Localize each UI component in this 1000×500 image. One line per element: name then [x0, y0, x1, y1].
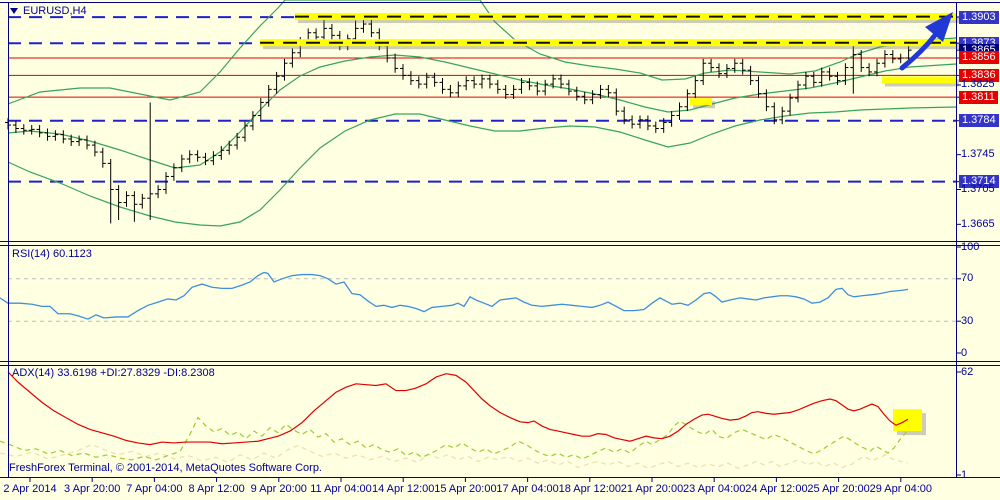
date-axis-label: 2 Apr 2014	[3, 483, 57, 495]
date-axis-label: 3 Apr 20:00	[64, 483, 121, 495]
date-axis-label: 21 Apr 20:00	[620, 483, 684, 495]
rsi-indicator-label: RSI(14) 60.1123	[12, 248, 92, 260]
indicator-scale-label: 0	[961, 346, 968, 359]
indicator-scale-label: 30	[961, 314, 974, 327]
indicator-scale-label: 70	[961, 272, 974, 285]
chevron-down-icon[interactable]	[10, 8, 18, 14]
date-axis-label: 23 Apr 04:00	[682, 483, 746, 495]
price-scale-label: 1.3825	[961, 78, 995, 91]
date-axis-label: 17 Apr 04:00	[496, 483, 559, 495]
price-scale-label: 1.3836	[959, 68, 999, 82]
indicator-scale-label: 1	[961, 468, 968, 481]
date-axis-label: 15 Apr 20:00	[434, 483, 497, 495]
symbol-title-label: EURUSD,H4	[23, 5, 87, 17]
date-axis-label: 9 Apr 20:00	[250, 483, 307, 495]
date-axis-label: 18 Apr 12:00	[558, 483, 621, 495]
price-scale-label: 1.3665	[961, 217, 995, 230]
date-axis-label: 29 Apr 04:00	[869, 483, 932, 495]
date-axis-label: 11 Apr 04:00	[310, 483, 372, 495]
price-scale-label: 1.3705	[961, 182, 995, 195]
symbol-title[interactable]: EURUSD,H4	[10, 5, 87, 17]
price-scale-label: 1.3811	[959, 90, 998, 104]
adx-indicator-label: ADX(14) 33.6198 +DI:27.8329 -DI:8.2308	[12, 367, 215, 379]
date-axis-label: 7 Apr 04:00	[126, 483, 183, 495]
price-scale-label: 1.3784	[959, 114, 999, 128]
price-scale-label: 1.3714	[959, 175, 999, 189]
indicator-scale-label: 100	[961, 240, 980, 253]
price-scale-label: 1.3745	[961, 148, 995, 161]
price-scale-label: 1.3903	[959, 10, 999, 24]
indicator-scale-label: 62	[961, 365, 974, 378]
date-axis-label: 14 Apr 12:00	[371, 483, 435, 495]
date-axis-label: 25 Apr 20:00	[807, 483, 870, 495]
date-axis-label: 8 Apr 12:00	[188, 483, 245, 495]
price-scale-label: 1.3856	[959, 51, 999, 65]
terminal-copyright: FreshForex Terminal, © 2001-2014, MetaQu…	[9, 462, 322, 474]
date-axis-label: 24 Apr 12:00	[745, 483, 808, 495]
